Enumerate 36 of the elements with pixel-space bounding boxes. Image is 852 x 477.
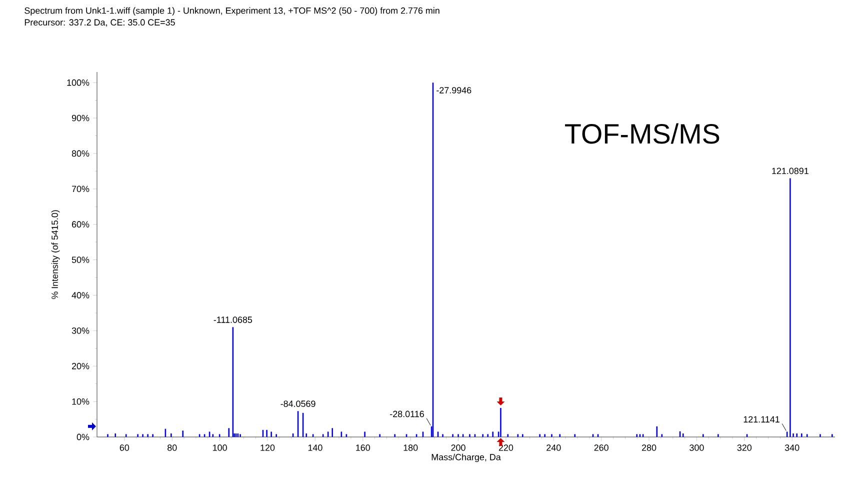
x-tick-label: 100 bbox=[213, 444, 227, 451]
chart-subtitle: Precursor: 337.2 Da, CE: 35.0 CE=35 bbox=[24, 19, 175, 27]
y-tick-label: 30% bbox=[72, 327, 90, 334]
y-tick-label: 80% bbox=[72, 150, 90, 157]
x-tick-label: 200 bbox=[451, 444, 466, 451]
annotation: 121.0891 bbox=[772, 168, 808, 174]
y-tick-label: 10% bbox=[72, 398, 90, 405]
x-axis-title: Mass/Charge, Da bbox=[432, 454, 501, 462]
x-tick-label: 300 bbox=[690, 444, 704, 451]
y-tick-label: 0% bbox=[76, 434, 90, 440]
x-tick-label: 180 bbox=[404, 444, 418, 451]
y-tick-label: 50% bbox=[72, 256, 90, 263]
x-tick-label: 340 bbox=[784, 444, 800, 451]
annotation: TOF-MS/MS bbox=[565, 123, 720, 144]
x-tick-label: 260 bbox=[594, 444, 608, 451]
annotation: -28.0116 bbox=[390, 410, 424, 418]
x-tick-label: 120 bbox=[260, 444, 275, 451]
chart-title: Spectrum from Unk1-1.wiff (sample 1) - Unknown, Experiment 13, +TOF MS^2 (50 - 700) from 2.776 min bbox=[24, 7, 440, 16]
x-tick-label: 320 bbox=[737, 444, 752, 451]
y-tick-label: 20% bbox=[72, 362, 90, 370]
annotation: -27.9946 bbox=[436, 87, 472, 94]
x-tick-label: 80 bbox=[168, 444, 177, 451]
y-tick-label: 90% bbox=[72, 114, 90, 122]
x-tick-label: 60 bbox=[120, 444, 130, 451]
x-tick-label: 160 bbox=[356, 444, 370, 451]
annotation: 121.1141 bbox=[744, 416, 780, 422]
y-tick-label: 60% bbox=[72, 221, 90, 228]
x-tick-label: 240 bbox=[546, 444, 561, 451]
y-axis-title: % Intensity (of 5415.0) bbox=[51, 210, 60, 300]
annotation: -84.0569 bbox=[280, 400, 316, 407]
annotation: -111.0685 bbox=[214, 316, 252, 323]
y-tick-label: 40% bbox=[72, 292, 90, 298]
x-tick-label: 140 bbox=[308, 444, 322, 451]
y-tick-label: 100% bbox=[67, 79, 90, 86]
y-tick-label: 70% bbox=[72, 186, 90, 192]
x-tick-label: 280 bbox=[642, 444, 656, 451]
